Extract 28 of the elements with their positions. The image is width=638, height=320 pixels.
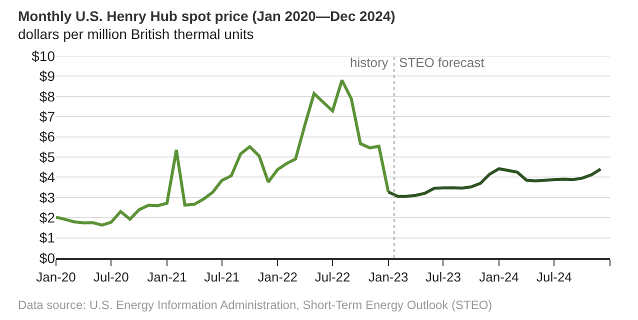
x-tick-label: Jan-23 (368, 269, 408, 284)
x-tick-label: Jan-22 (258, 269, 298, 284)
x-tick-label: Jul-24 (536, 269, 572, 284)
y-tick-label: $10 (32, 48, 56, 64)
y-tick-label: $9 (39, 68, 56, 84)
x-tick-label: Jul-20 (93, 269, 129, 284)
chart-title: Monthly U.S. Henry Hub spot price (Jan 2020—Dec 2024) (18, 8, 396, 24)
x-tick-label: Jul-23 (426, 269, 461, 284)
source-note: Data source: U.S. Energy Information Administration, Short-Term Energy Outlook (STEO) (18, 298, 492, 312)
y-tick-label: $1 (39, 230, 56, 246)
line-series (386, 167, 602, 198)
x-tick-label: Jan-24 (479, 269, 519, 284)
x-tick-label: Jul-22 (314, 269, 350, 284)
y-tick-label: $5 (39, 148, 56, 165)
annotation: STEO forecast (399, 55, 485, 70)
y-tick-label: $0 (39, 250, 56, 266)
x-tick-label: Jul-21 (204, 269, 240, 284)
x-tick-label: Jan-21 (147, 269, 187, 284)
y-tick-label: $7 (39, 108, 56, 124)
line-series (56, 78, 390, 227)
y-tick-label: $8 (39, 88, 56, 104)
y-tick-label: $2 (39, 210, 56, 226)
y-tick-label: $3 (39, 189, 56, 206)
x-tick-label: Jan-20 (36, 269, 76, 284)
chart-subtitle: dollars per million British thermal units (18, 26, 254, 42)
annotation: history (350, 55, 389, 70)
y-tick-label: $4 (39, 169, 56, 186)
y-tick-label: $6 (39, 128, 56, 145)
